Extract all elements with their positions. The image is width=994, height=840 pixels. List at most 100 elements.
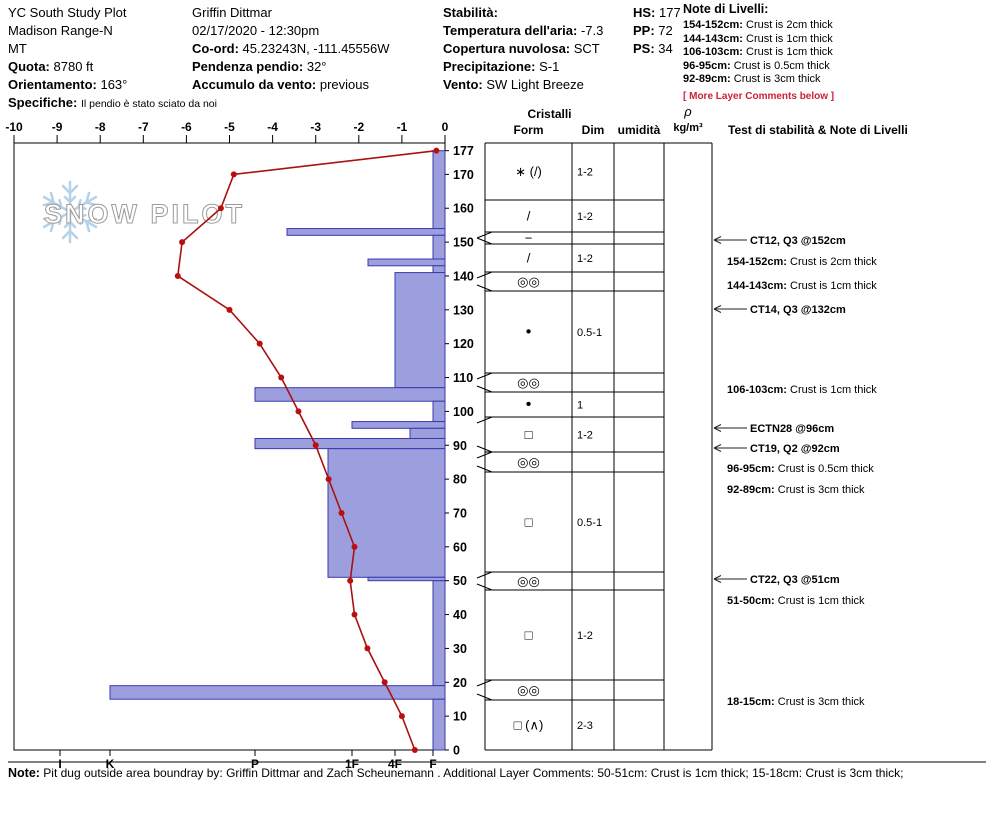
temperature-point — [226, 306, 233, 313]
grain-form-symbol: ◎◎ — [517, 375, 540, 390]
layer-note: 92-89cm: Crust is 3cm thick — [727, 484, 865, 496]
field-label: PS: — [633, 41, 659, 56]
grain-form-symbol: □ — [525, 515, 533, 530]
level-note-item: 154-152cm: Crust is 2cm thick — [683, 19, 834, 33]
layer-note: 144-143cm: Crust is 1cm thick — [727, 280, 877, 292]
header-column-depths: HS: 177 PP: 72 PS: 34 — [633, 4, 681, 58]
field-value: 32° — [306, 59, 327, 74]
temperature-point — [381, 679, 388, 686]
test-arrow-head — [713, 447, 722, 452]
depth-tick-label: 177 — [453, 144, 474, 158]
layer-note: 51-50cm: Crust is 1cm thick — [727, 595, 865, 607]
level-note-item: 96-95cm: Crust is 0.5cm thick — [683, 60, 834, 74]
temperature-point — [295, 408, 302, 415]
density-unit-header: kg/m³ — [673, 122, 703, 134]
test-arrow-head — [713, 236, 722, 241]
depth-tick-label: 40 — [453, 608, 467, 622]
header-line: PS: 34 — [633, 40, 681, 58]
hardness-tick-label: K — [106, 757, 115, 771]
field-label: PP: — [633, 23, 659, 38]
level-depth: 154-152cm: — [683, 19, 746, 31]
levels-title: Note di Livelli: — [683, 2, 769, 16]
test-arrow-head — [713, 424, 722, 429]
level-text: Crust is 3cm thick — [733, 73, 821, 85]
level-note-item: 92-89cm: Crust is 3cm thick — [683, 73, 834, 87]
depth-tick-label: 100 — [453, 405, 474, 419]
level-text: Crust is 1cm thick — [746, 46, 833, 58]
depth-tick-label: 50 — [453, 574, 467, 588]
grain-size-value: 1 — [577, 400, 583, 412]
field-value: Griffin Dittmar — [192, 5, 272, 20]
layer-connector-line — [476, 571, 493, 579]
test-arrow-head — [713, 305, 722, 310]
field-label: Vento: — [443, 77, 487, 92]
layer-connector-line — [476, 237, 493, 245]
hardness-bar — [286, 228, 446, 236]
level-depth: 96-95cm: — [683, 59, 734, 72]
field-value: previous — [319, 77, 369, 92]
field-value: YC South Study Plot — [8, 5, 127, 20]
temperature-point — [312, 442, 319, 449]
grain-form-symbol: ◎◎ — [517, 574, 540, 589]
depth-tick-label: 30 — [453, 642, 467, 656]
watermark-text: SNOW PILOT — [44, 199, 245, 229]
temp-tick-label: -10 — [5, 120, 23, 134]
field-value: Il pendio è stato sciato da noi — [80, 98, 217, 110]
grain-size-value: 1-2 — [577, 253, 593, 265]
temp-tick-label: -7 — [138, 120, 149, 134]
header-column-location: YC South Study Plot Madison Range-N MT Quot… — [8, 4, 217, 113]
temp-tick-label: -5 — [224, 120, 235, 134]
grain-table: ∗ (/) 1-2 / 1-2 − / 1-2 ◎◎ • 0.5-1 ◎◎ • 1 □ 1-2 ◎◎ □ 0.5-… — [476, 142, 713, 751]
grain-form-symbol: □ — [525, 628, 533, 643]
depth-tick-label: 160 — [453, 202, 474, 216]
layer-note: 18-15cm: Crust is 3cm thick — [727, 696, 865, 708]
stability-test-result: CT12, Q3 @152cm — [750, 235, 846, 247]
depth-tick-label: 170 — [453, 168, 474, 182]
depth-tick-label: 60 — [453, 540, 467, 554]
temperature-point — [433, 147, 440, 154]
layer-connector-line — [476, 679, 493, 687]
test-arrow-head — [713, 427, 722, 432]
hardness-bar — [367, 576, 446, 582]
header-line: Quota: 8780 ft — [8, 58, 217, 76]
grain-form-symbol: □ — [525, 427, 533, 442]
hardness-bar — [409, 427, 446, 439]
levels-list: 154-152cm: Crust is 2cm thick 144-143cm: … — [683, 19, 834, 87]
grain-form-symbol: ◎◎ — [517, 455, 540, 470]
hardness-bar — [432, 580, 446, 687]
level-text: Crust is 2cm thick — [746, 19, 833, 31]
layer-connector-line — [476, 445, 493, 453]
header-line: MT — [8, 40, 217, 58]
header-line: Precipitazione: S-1 — [443, 58, 603, 76]
layer-connector-line — [476, 583, 493, 591]
temperature-point — [351, 611, 358, 618]
field-label: Quota: — [8, 59, 54, 74]
stability-test-result: CT14, Q3 @132cm — [750, 304, 846, 316]
depth-tick-label: 150 — [453, 236, 474, 250]
field-label: Pendenza pendio: — [192, 59, 307, 74]
header-line: Specifiche: Il pendio è stato sciato da … — [8, 94, 217, 113]
temperature-axis: -10 -9 -8 -7 -6 -5 -4 -3 -2 -1 0 — [5, 120, 449, 143]
temperature-point — [411, 747, 418, 753]
temperature-point — [174, 272, 181, 279]
header-line: Griffin Dittmar — [192, 4, 390, 22]
depth-tick-label: 90 — [453, 439, 467, 453]
layer-connector-line — [476, 451, 493, 459]
temperature-point — [351, 543, 358, 550]
level-note-item: 106-103cm: Crust is 1cm thick — [683, 46, 834, 60]
hardness-axis: I K P 1F 4F F — [58, 750, 437, 771]
temp-tick-label: -3 — [310, 120, 321, 134]
hardness-bar — [394, 272, 446, 389]
layer-connector-line — [476, 271, 493, 279]
hardness-bar — [432, 150, 446, 230]
depth-axis: 1771701601501401301201101009080706050403… — [445, 144, 474, 758]
field-value: S-1 — [539, 59, 560, 74]
layer-connector-line — [476, 416, 493, 424]
header-line: Copertura nuvolosa: SCT — [443, 40, 603, 58]
stability-test-result: CT19, Q2 @92cm — [750, 443, 840, 455]
field-value: SW Light Breeze — [486, 77, 584, 92]
depth-tick-label: 70 — [453, 506, 467, 520]
level-text: Crust is 1cm thick — [746, 32, 833, 45]
grain-size-value: 1-2 — [577, 430, 593, 442]
humidity-header: umidità — [618, 123, 661, 137]
